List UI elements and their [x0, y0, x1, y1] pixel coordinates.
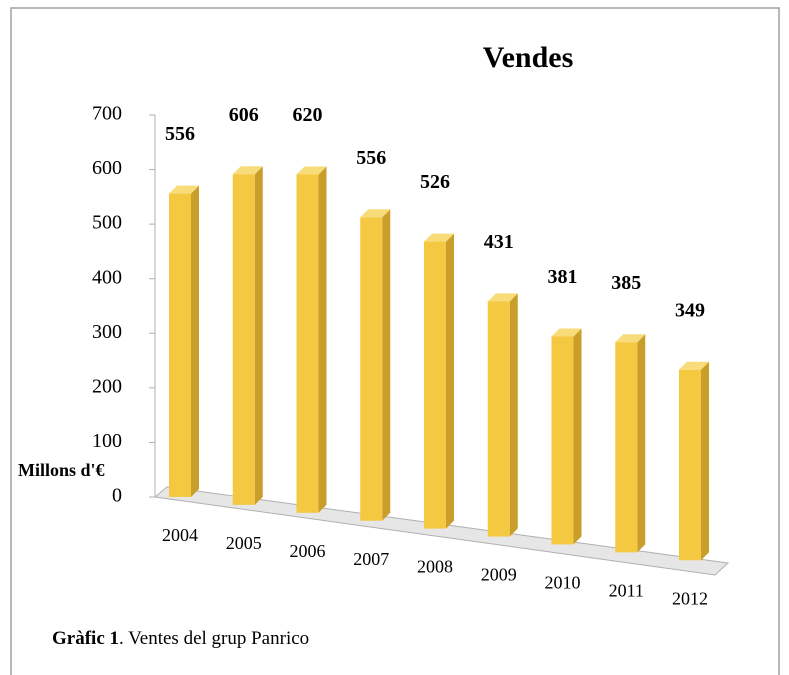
y-axis-label: Millons d'€	[18, 460, 105, 480]
bar-top	[169, 185, 199, 194]
bar-top	[360, 209, 391, 218]
x-tick-label: 2007	[353, 549, 389, 569]
bar-top	[679, 361, 709, 370]
frame	[10, 7, 780, 675]
bar-top	[232, 166, 263, 175]
bar-side	[637, 334, 646, 553]
data-label: 526	[420, 171, 450, 193]
x-tick-label: 2008	[417, 557, 453, 577]
bar	[487, 301, 510, 537]
x-tick-label: 2006	[290, 541, 326, 561]
bar	[296, 174, 319, 513]
data-label: 620	[293, 104, 323, 126]
bar-side	[446, 233, 454, 529]
bar	[232, 174, 255, 505]
bar-top	[296, 166, 327, 175]
bar	[615, 342, 638, 553]
y-tick-label: 300	[92, 321, 122, 343]
x-tick-label: 2012	[672, 588, 708, 608]
data-label: 349	[675, 299, 705, 321]
y-tick-label: 700	[92, 103, 122, 125]
bar-side	[382, 209, 391, 521]
caption-label: Gràfic 1	[52, 628, 119, 649]
data-label: 556	[356, 147, 386, 169]
y-tick-label: 400	[92, 266, 122, 288]
y-tick-label: 0	[112, 485, 122, 507]
x-tick-label: 2010	[545, 573, 581, 593]
bar-side	[191, 185, 199, 497]
bar	[679, 369, 701, 561]
x-tick-label: 2009	[481, 565, 517, 585]
bar-side	[701, 361, 709, 561]
y-tick-label: 200	[92, 375, 122, 397]
x-tick-label: 2011	[609, 580, 644, 600]
data-label: 556	[165, 123, 195, 145]
x-tick-label: 2005	[226, 533, 262, 553]
y-tick-label: 100	[92, 430, 122, 452]
y-tick-label: 500	[92, 212, 122, 234]
x-tick-label: 2004	[162, 525, 198, 545]
bar-top	[424, 233, 454, 242]
bar-side	[509, 293, 518, 537]
data-label: 385	[611, 272, 641, 294]
bar-top	[487, 293, 518, 302]
data-label: 381	[548, 266, 578, 288]
bar-top	[551, 328, 582, 337]
chart-title: Vendes	[483, 41, 574, 74]
bar-side	[573, 328, 582, 545]
caption-text: . Ventes del grup Panrico	[119, 628, 309, 649]
bar-side	[318, 166, 327, 513]
bar	[424, 241, 446, 529]
bar	[360, 217, 383, 521]
bar	[169, 193, 191, 497]
data-label: 606	[229, 104, 259, 126]
bar-top	[615, 334, 646, 343]
caption: Gràfic 1. Ventes del grup Panrico	[52, 628, 309, 649]
y-tick-label: 600	[92, 157, 122, 179]
bar-side	[254, 166, 263, 505]
bar	[551, 336, 574, 545]
data-label: 431	[484, 231, 514, 253]
